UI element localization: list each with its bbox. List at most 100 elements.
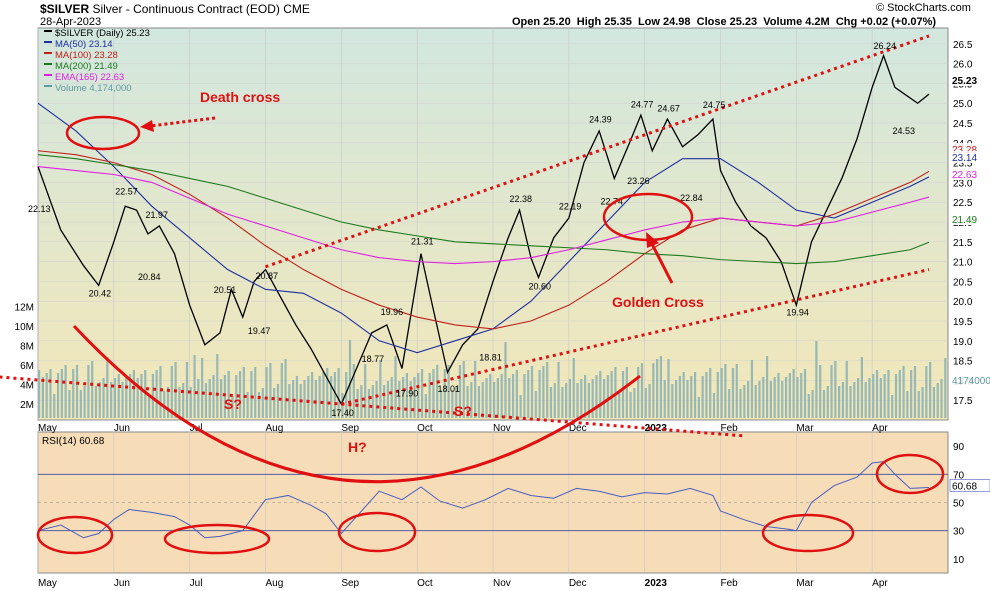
volume-bar xyxy=(49,369,52,418)
price-label: 22.74 xyxy=(601,197,624,207)
volume-bar xyxy=(625,367,628,418)
shoulder-left-label: S? xyxy=(224,396,242,412)
rsi-x-tick-label: Sep xyxy=(341,578,359,589)
volume-bar xyxy=(652,363,655,418)
volume-bar xyxy=(265,367,268,418)
volume-bar xyxy=(75,365,79,418)
price-y-tick-label: 23.0 xyxy=(953,178,973,189)
volume-bar xyxy=(576,383,579,418)
volume-bar xyxy=(409,381,412,418)
volume-bar xyxy=(932,387,936,418)
volume-bar xyxy=(242,367,245,418)
volume-bar xyxy=(618,392,621,418)
volume-bar xyxy=(815,341,818,418)
volume-bar xyxy=(273,388,276,418)
rsi-y-tick-label: 10 xyxy=(953,555,965,566)
volume-bar xyxy=(307,376,310,418)
volume-bar xyxy=(212,375,215,418)
rsi-x-tick-label: Dec xyxy=(569,578,587,589)
volume-bar xyxy=(838,386,841,418)
volume-bar xyxy=(644,388,647,418)
volume-bar xyxy=(159,366,162,418)
volume-bar xyxy=(822,390,826,418)
price-label: 19.96 xyxy=(381,307,404,317)
volume-bar xyxy=(113,378,117,418)
price-y-tick-label: 23.5 xyxy=(953,159,973,170)
copyright: © StockCharts.com xyxy=(876,2,971,14)
price-label: 18.77 xyxy=(362,354,385,364)
volume-bar xyxy=(872,374,875,418)
right-value-bg xyxy=(950,151,990,163)
golden-cross-label: Golden Cross xyxy=(612,294,704,310)
volume-bar xyxy=(147,395,151,418)
price-label: 24.67 xyxy=(657,103,680,113)
volume-bar xyxy=(788,373,791,418)
volume-bar xyxy=(936,383,939,418)
volume-tick-label: 12M xyxy=(15,303,34,314)
price-label: 22.13 xyxy=(28,204,51,214)
volume-bar xyxy=(773,377,776,418)
price-label: 20.42 xyxy=(89,289,112,299)
volume-bar xyxy=(462,361,465,418)
volume-bar xyxy=(288,384,291,418)
volume-bar xyxy=(140,374,143,418)
price-label: 24.39 xyxy=(589,114,612,124)
volume-bar xyxy=(413,377,416,418)
price-y-tick-label: 22.5 xyxy=(953,198,973,209)
volume-bar xyxy=(902,366,905,418)
volume-bar xyxy=(379,360,382,418)
volume-bar xyxy=(383,385,386,418)
volume-bar xyxy=(53,394,56,418)
volume-bar xyxy=(777,373,780,418)
volume-bar xyxy=(318,376,321,418)
legend-swatch xyxy=(44,63,52,65)
legend-swatch xyxy=(44,41,52,43)
price-y-tick-label: 17.5 xyxy=(953,396,973,407)
death-cross-label: Death cross xyxy=(200,89,280,105)
volume-bar xyxy=(766,356,769,418)
volume-bar xyxy=(515,370,518,418)
volume-bar xyxy=(724,364,727,418)
volume-bar xyxy=(364,364,367,418)
volume-bar xyxy=(572,358,575,418)
volume-bar xyxy=(735,364,738,418)
volume-bar xyxy=(504,342,507,418)
rsi-x-tick-label: Aug xyxy=(266,578,284,589)
rsi-x-tick-label: Jun xyxy=(114,578,130,589)
rsi-x-tick-label: Feb xyxy=(721,578,739,589)
volume-bar xyxy=(348,340,352,418)
price-label: 18.81 xyxy=(479,352,502,362)
volume-bar xyxy=(542,366,545,418)
volume-bar xyxy=(546,362,549,418)
right-value-label: 4174000 xyxy=(952,376,990,387)
rsi-y-tick-label: 90 xyxy=(953,442,965,453)
legend-swatch xyxy=(44,85,52,87)
right-value-label: 23.28 xyxy=(952,145,977,156)
volume-tick-label: 10M xyxy=(15,322,34,333)
volume-bar xyxy=(402,377,405,418)
volume-bar xyxy=(637,367,640,418)
volume-bar xyxy=(56,373,60,418)
right-value-label: 23.14 xyxy=(952,153,977,164)
price-y-tick-label: 25.0 xyxy=(953,99,973,110)
volume-bar xyxy=(712,393,716,418)
volume-bar xyxy=(921,387,924,418)
trendline xyxy=(340,268,930,406)
chart-title: $SILVER Silver - Continuous Contract (EO… xyxy=(40,2,310,16)
volume-bar xyxy=(110,382,113,418)
legend-entry: MA(100) 23.28 xyxy=(55,50,118,61)
rsi-title: RSI(14) 60.68 xyxy=(42,436,105,447)
volume-bar xyxy=(864,382,867,418)
death-cross-circle xyxy=(65,115,141,151)
rsi-x-tick-label: Mar xyxy=(796,578,814,589)
volume-bar xyxy=(60,369,63,418)
volume-bar xyxy=(129,374,132,418)
rsi-line xyxy=(37,461,930,539)
price-x-tick-label: Apr xyxy=(872,423,888,434)
volume-bar xyxy=(405,373,408,418)
volume-bar xyxy=(238,371,242,418)
volume-bar xyxy=(857,378,860,418)
volume-bar xyxy=(257,392,261,418)
volume-bar xyxy=(629,392,632,418)
